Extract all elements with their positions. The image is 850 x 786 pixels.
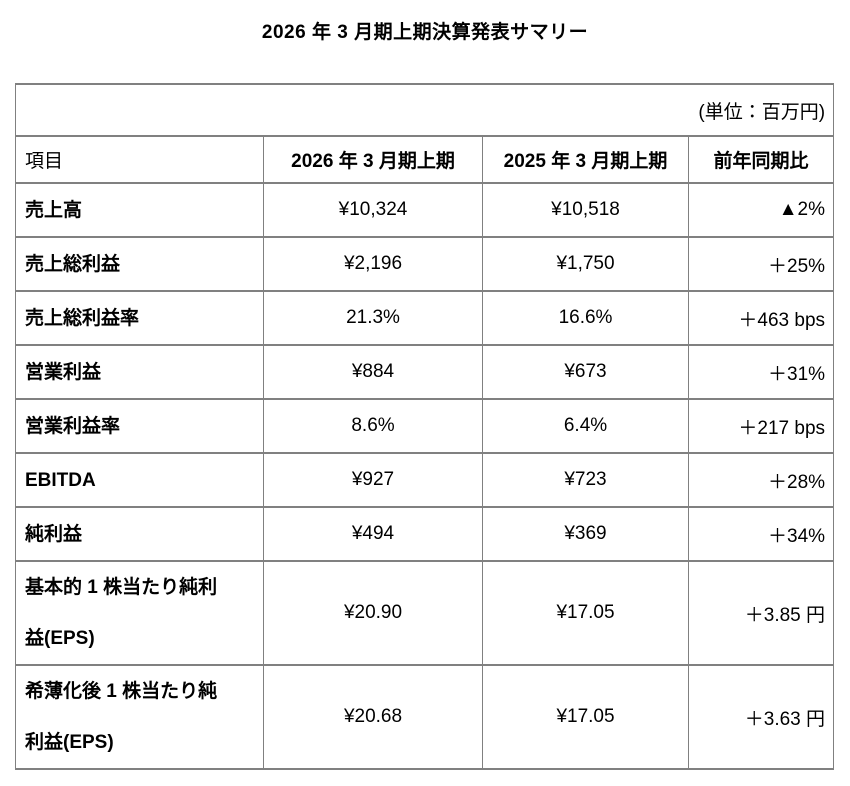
table-row-diluted-eps: 希薄化後 1 株当たり純 利益(EPS) ¥20.68 ¥17.05 ＋3.63… bbox=[15, 664, 835, 770]
table-header-row: 項目 2026 年 3 月期上期 2025 年 3 月期上期 前年同期比 bbox=[15, 135, 835, 184]
table-row-ebitda: EBITDA ¥927 ¥723 ＋28% bbox=[15, 452, 835, 508]
row-yoy-value: ＋463 bps bbox=[687, 290, 835, 346]
row-yoy-value: ＋31% bbox=[687, 344, 835, 400]
row-current-value: 21.3% bbox=[263, 290, 483, 346]
row-current-value: ¥10,324 bbox=[263, 182, 483, 238]
row-prior-value: ¥723 bbox=[482, 452, 689, 508]
row-current-value: ¥20.68 bbox=[263, 664, 483, 770]
row-label: 営業利益 bbox=[15, 344, 264, 400]
row-current-value: ¥20.90 bbox=[263, 560, 483, 666]
table-row-gross-margin: 売上総利益率 21.3% 16.6% ＋463 bps bbox=[15, 290, 835, 346]
column-header-fy2025-h1: 2025 年 3 月期上期 bbox=[482, 135, 689, 184]
table-row-basic-eps: 基本的 1 株当たり純利 益(EPS) ¥20.90 ¥17.05 ＋3.85 … bbox=[15, 560, 835, 666]
row-prior-value: ¥673 bbox=[482, 344, 689, 400]
page-title: 2026 年 3 月期上期決算発表サマリー bbox=[261, 22, 589, 43]
table-row-net-income: 純利益 ¥494 ¥369 ＋34% bbox=[15, 506, 835, 562]
row-prior-value: 6.4% bbox=[482, 398, 689, 454]
row-current-value: 8.6% bbox=[263, 398, 483, 454]
row-label: 基本的 1 株当たり純利 益(EPS) bbox=[15, 560, 264, 666]
column-header-yoy: 前年同期比 bbox=[687, 135, 835, 184]
unit-note: (単位：百万円) bbox=[14, 83, 835, 137]
table-row-operating-income: 営業利益 ¥884 ¥673 ＋31% bbox=[15, 344, 835, 400]
row-yoy-value: ▲2% bbox=[687, 182, 835, 238]
row-label: EBITDA bbox=[15, 452, 264, 508]
row-prior-value: ¥369 bbox=[482, 506, 689, 562]
row-prior-value: ¥17.05 bbox=[482, 560, 689, 666]
unit-note-row: (単位：百万円) bbox=[14, 83, 835, 137]
table-row-gross-profit: 売上総利益 ¥2,196 ¥1,750 ＋25% bbox=[15, 236, 835, 292]
row-yoy-value: ＋28% bbox=[687, 452, 835, 508]
row-yoy-value: ＋3.63 円 bbox=[687, 664, 835, 770]
table-row-operating-margin: 営業利益率 8.6% 6.4% ＋217 bps bbox=[15, 398, 835, 454]
row-prior-value: ¥1,750 bbox=[482, 236, 689, 292]
row-current-value: ¥2,196 bbox=[263, 236, 483, 292]
table-row-net-sales: 売上高 ¥10,324 ¥10,518 ▲2% bbox=[15, 182, 835, 238]
row-yoy-value: ＋34% bbox=[687, 506, 835, 562]
row-prior-value: ¥10,518 bbox=[482, 182, 689, 238]
row-label: 純利益 bbox=[15, 506, 264, 562]
row-current-value: ¥884 bbox=[263, 344, 483, 400]
column-header-item: 項目 bbox=[15, 135, 264, 184]
row-yoy-value: ＋25% bbox=[687, 236, 835, 292]
row-label: 売上総利益 bbox=[15, 236, 264, 292]
row-prior-value: 16.6% bbox=[482, 290, 689, 346]
row-label: 希薄化後 1 株当たり純 利益(EPS) bbox=[15, 664, 264, 770]
row-yoy-value: ＋217 bps bbox=[687, 398, 835, 454]
column-header-fy2026-h1: 2026 年 3 月期上期 bbox=[263, 135, 483, 184]
row-label: 売上総利益率 bbox=[15, 290, 264, 346]
row-label: 売上高 bbox=[15, 182, 264, 238]
row-current-value: ¥494 bbox=[263, 506, 483, 562]
row-current-value: ¥927 bbox=[263, 452, 483, 508]
row-yoy-value: ＋3.85 円 bbox=[687, 560, 835, 666]
financial-summary-table: (単位：百万円) 項目 2026 年 3 月期上期 2025 年 3 月期上期 … bbox=[14, 83, 835, 770]
row-prior-value: ¥17.05 bbox=[482, 664, 689, 770]
row-label: 営業利益率 bbox=[15, 398, 264, 454]
